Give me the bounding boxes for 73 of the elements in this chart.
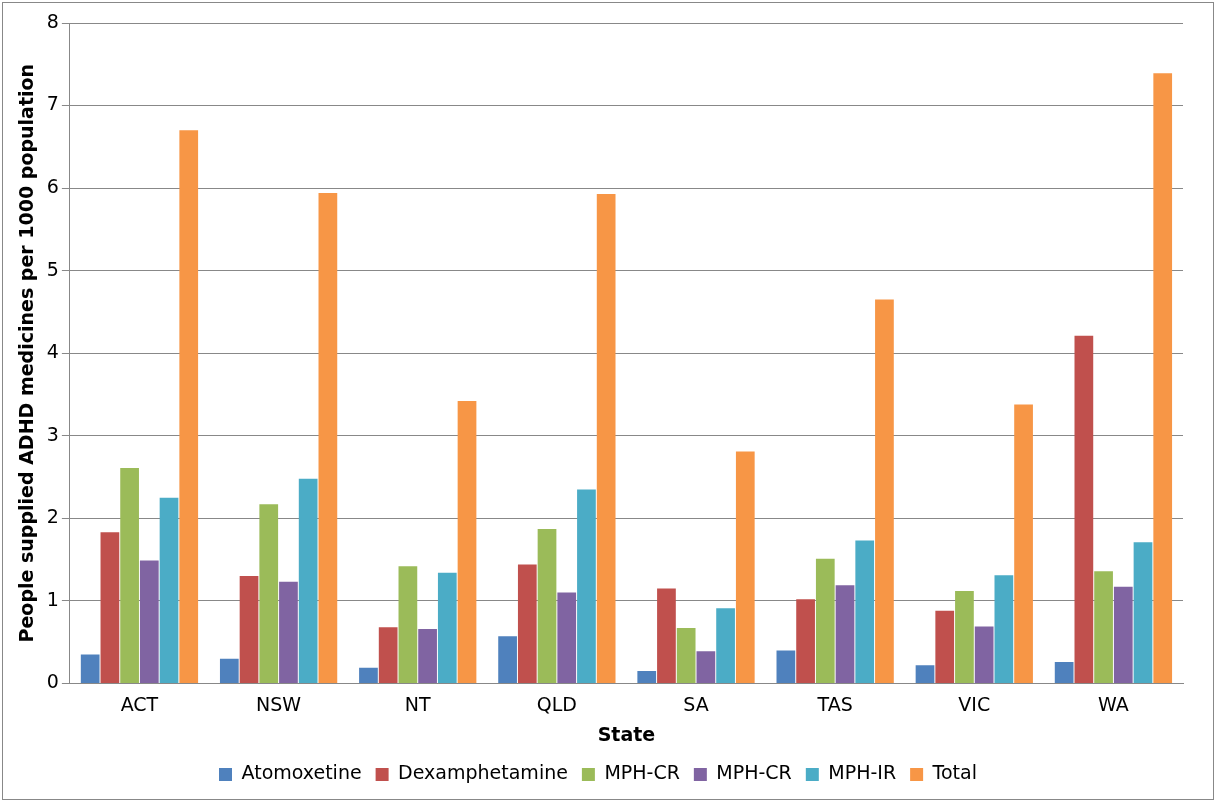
bar: [577, 489, 596, 683]
bar: [1153, 73, 1173, 683]
x-tick-label: VIC: [958, 692, 991, 715]
bar: [259, 504, 279, 683]
x-tick-label: NSW: [256, 692, 302, 715]
bar: [437, 572, 457, 683]
y-axis-title: People supplied ADHD medicines per 1000 population: [15, 63, 38, 643]
bar: [994, 575, 1014, 683]
bar: [1074, 335, 1094, 683]
y-tick-label: 4: [46, 340, 59, 363]
legend-label: Dexamphetamine: [398, 761, 568, 784]
bar: [955, 590, 974, 683]
bar: [815, 558, 835, 683]
bar: [1094, 571, 1113, 683]
bar: [1054, 661, 1074, 683]
bar: [80, 654, 100, 683]
legend-label: MPH-CR: [604, 761, 680, 784]
y-tick-label: 2: [46, 505, 59, 528]
bar: [318, 193, 338, 683]
x-tick-label: ACT: [120, 692, 159, 715]
bar: [557, 592, 577, 683]
bar: [457, 401, 477, 683]
y-tick-label: 6: [46, 175, 59, 198]
bar: [596, 193, 616, 683]
y-tick-label: 5: [46, 257, 59, 280]
x-tick-label: WA: [1098, 692, 1129, 715]
bar: [974, 626, 994, 683]
y-tick-label: 8: [46, 9, 59, 32]
bar: [537, 529, 557, 683]
x-axis-title: State: [597, 722, 656, 745]
bar: [219, 658, 239, 683]
x-tick-label: NT: [404, 692, 432, 715]
bar: [657, 588, 676, 683]
bar: [835, 585, 855, 683]
bar: [517, 564, 537, 683]
bar: [298, 478, 318, 683]
bar: [100, 532, 120, 683]
bar: [1014, 404, 1033, 683]
legend-label: MPH-CR: [716, 761, 792, 784]
bar: [875, 299, 894, 683]
y-tick-label: 7: [46, 92, 59, 115]
bar: [935, 610, 955, 683]
bar: [796, 599, 815, 683]
bar: [239, 576, 259, 683]
bar: [418, 628, 437, 683]
bar: [159, 497, 179, 683]
bar: [696, 651, 716, 683]
legend-label: MPH-IR: [828, 761, 897, 784]
bar: [179, 130, 199, 683]
bar: [1133, 542, 1153, 683]
legend-label: Total: [931, 761, 977, 784]
bar: [279, 581, 298, 683]
bar: [139, 560, 159, 683]
bar: [776, 650, 796, 683]
x-tick-label: TAS: [816, 692, 853, 715]
bar: [855, 540, 875, 683]
bar: [1113, 586, 1133, 683]
legend-label: Atomoxetine: [241, 761, 362, 784]
bar: [498, 636, 517, 683]
y-tick-label: 0: [46, 670, 59, 693]
bar: [637, 671, 657, 683]
y-tick-label: 3: [46, 422, 59, 445]
bar: [735, 451, 755, 683]
bar: [378, 627, 398, 683]
bar: [716, 608, 735, 683]
x-tick-label: SA: [683, 692, 709, 715]
bar: [398, 566, 418, 683]
bar: [676, 628, 696, 683]
bar: [915, 665, 935, 683]
y-tick-label: 1: [46, 587, 59, 610]
bar: [120, 467, 139, 683]
bar: [359, 667, 378, 683]
x-tick-label: QLD: [536, 692, 577, 715]
